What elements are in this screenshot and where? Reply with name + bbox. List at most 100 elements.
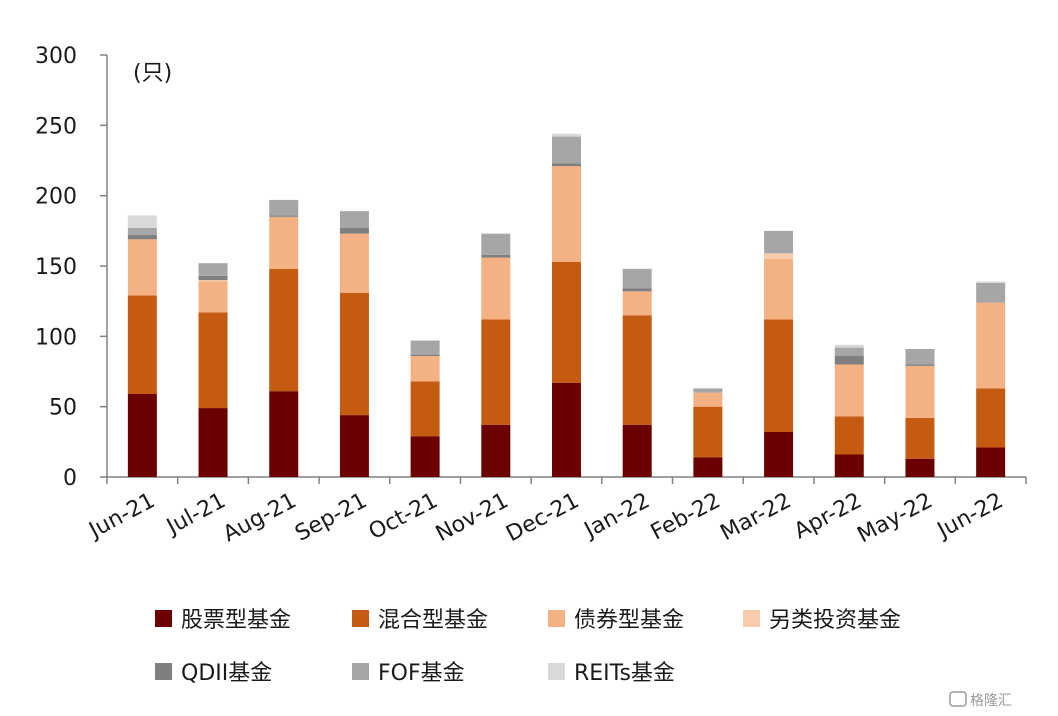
bar-segment — [410, 354, 440, 357]
bar-segment — [339, 292, 369, 416]
bar-segment — [127, 215, 157, 229]
y-ticks: 0 50 100 150 200 250 300 — [35, 44, 107, 491]
bar-segment — [481, 254, 511, 258]
x-tick-label: Apr-22 — [790, 488, 866, 544]
bar-segment — [127, 228, 157, 236]
legend-swatch — [548, 663, 565, 680]
x-ticks — [106, 477, 1027, 484]
legend-label: 混合型基金 — [378, 608, 488, 633]
bar-segment — [764, 431, 794, 477]
bar-segment — [552, 136, 581, 164]
bar-segment — [905, 458, 935, 477]
watermark-text: 格隆汇 — [970, 693, 1012, 709]
bar-segment — [410, 381, 440, 437]
y-tick-label: 250 — [35, 114, 77, 139]
bar-segment — [339, 415, 369, 477]
bar-segment — [693, 388, 723, 393]
bar-segment — [410, 436, 440, 477]
bar-segment — [481, 257, 511, 320]
bar-segment — [905, 417, 935, 459]
legend-label: QDII基金 — [181, 661, 272, 686]
bar-segment — [269, 268, 299, 392]
legend-label: REITs基金 — [574, 661, 675, 686]
bar-segment — [834, 454, 864, 477]
x-tick-label: Jul-21 — [161, 488, 230, 540]
x-tick-label: Nov-21 — [432, 488, 513, 547]
bar-segment — [834, 416, 864, 455]
bar-segment — [198, 281, 228, 313]
legend-swatch — [548, 610, 565, 627]
legend-swatch — [743, 610, 760, 627]
bar-segment — [127, 239, 157, 296]
bar-segment — [269, 215, 299, 217]
bar-segment — [622, 291, 652, 316]
bar-segment — [198, 280, 228, 282]
y-tick-label: 300 — [35, 44, 77, 69]
bar-segment — [339, 211, 369, 229]
bar-segment — [127, 295, 157, 395]
bar-segment — [552, 382, 581, 477]
x-labels: Jun-21 Jul-21Aug-21Sep-21Oct-21Nov-21Dec-… — [84, 488, 1008, 548]
y-tick-label: 50 — [49, 396, 77, 421]
bar-segment — [481, 319, 511, 425]
bar-segment — [622, 424, 652, 477]
bar-segment — [339, 233, 369, 293]
x-tick-label: Oct-21 — [365, 488, 442, 545]
bar-segment — [905, 348, 935, 365]
bar-segment — [976, 281, 1006, 283]
x-tick-label: Aug-21 — [219, 488, 300, 547]
bar-segment — [693, 392, 723, 407]
legend-swatch — [155, 610, 172, 627]
bar-segment — [552, 261, 581, 383]
bar-segment — [269, 216, 299, 269]
bar-segment — [905, 365, 935, 418]
legend-swatch — [352, 663, 369, 680]
legend-swatch — [155, 663, 172, 680]
x-tick-label: Dec-21 — [502, 488, 583, 547]
bar-segment — [552, 166, 581, 262]
x-tick-label: May-22 — [853, 488, 936, 548]
x-tick-label: Sep-21 — [291, 488, 371, 546]
x-tick-label: Jun-22 — [932, 488, 1008, 544]
bar-segment — [693, 406, 723, 458]
bar-segment — [764, 253, 794, 259]
bar-segment — [976, 388, 1006, 448]
bar-segment — [552, 133, 581, 137]
bar-segment — [198, 408, 228, 477]
x-tick-label: Jan-22 — [579, 488, 654, 544]
bar-segment — [481, 424, 511, 477]
bar-segment — [198, 275, 228, 281]
bar-segment — [764, 230, 794, 254]
bar-segment — [905, 364, 935, 366]
bar-segment — [693, 457, 723, 477]
y-tick-label: 100 — [35, 325, 77, 350]
bar-segment — [481, 233, 511, 255]
bar-segment — [339, 228, 369, 234]
bar-segment — [269, 391, 299, 477]
legend-label: FOF基金 — [378, 661, 465, 686]
x-tick-label: Jun-21 — [84, 488, 160, 544]
x-tick-label: Feb-22 — [647, 488, 725, 545]
bar-segment — [764, 258, 794, 320]
bar-segment — [198, 312, 228, 409]
y-tick-label: 200 — [35, 185, 77, 210]
bar-segment — [764, 319, 794, 432]
legend-label: 股票型基金 — [181, 608, 291, 633]
bar-segment — [552, 163, 581, 167]
bar-segment — [834, 364, 864, 417]
legend-label: 另类投资基金 — [769, 608, 901, 633]
y-tick-label: 150 — [35, 255, 77, 280]
bar-segment — [834, 344, 864, 348]
bar-segment — [834, 347, 864, 357]
y-unit-label: (只) — [133, 61, 172, 86]
bar-segment — [410, 356, 440, 382]
bar-segment — [127, 235, 157, 240]
bar-segment — [410, 340, 440, 355]
bar-segment — [622, 268, 652, 289]
bar-segment — [198, 263, 228, 276]
bar-segment — [834, 356, 864, 365]
bar-segment — [976, 302, 1006, 389]
legend-label: 债券型基金 — [574, 608, 684, 633]
bar-segment — [622, 288, 652, 292]
